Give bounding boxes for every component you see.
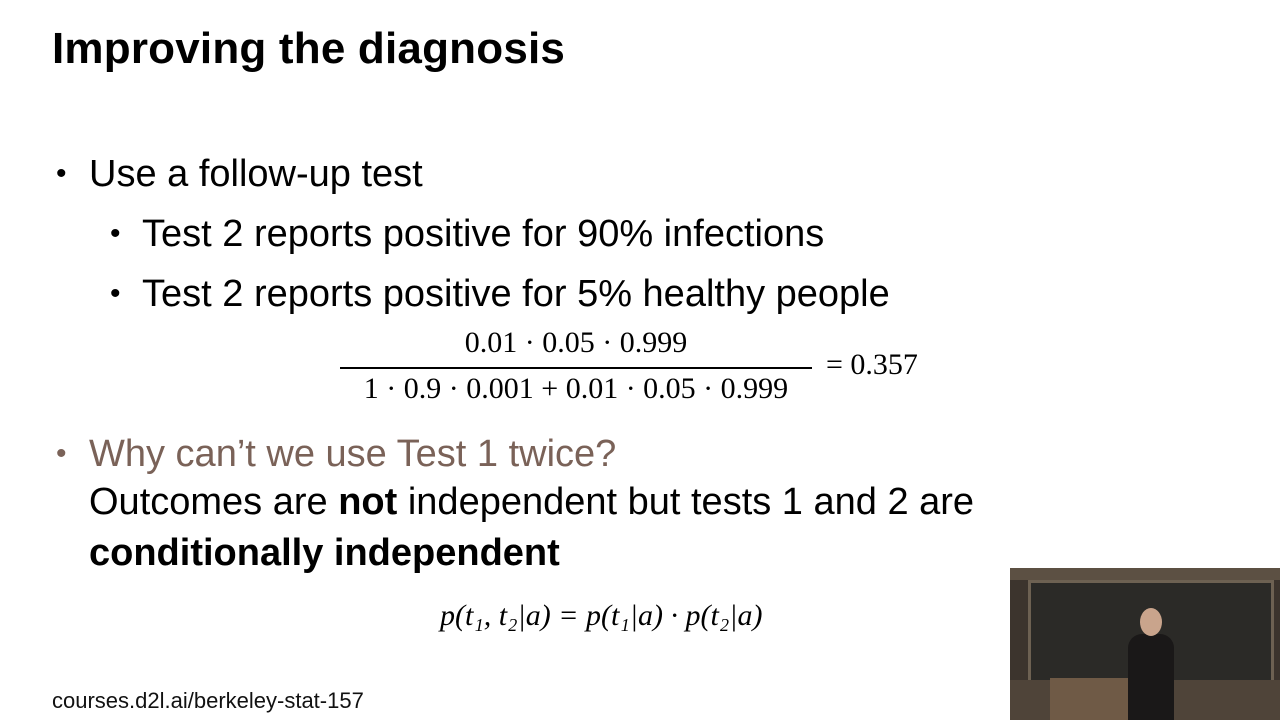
explanation-text: Outcomes are: [89, 481, 339, 523]
bullet-dot: •: [56, 157, 67, 190]
bullet-dot: •: [110, 217, 121, 250]
speaker-head: [1140, 608, 1162, 636]
slide-title: Improving the diagnosis: [52, 24, 566, 73]
equation-denominator: 1 · 0.9 · 0.001 + 0.01 · 0.05 · 0.999: [363, 372, 789, 405]
speaker-body: [1128, 634, 1174, 720]
speaker-video: [1010, 568, 1280, 720]
explanation-text: independent but tests 1 and 2 are: [397, 481, 975, 523]
course-url: courses.d2l.ai/berkeley-stat-157: [52, 688, 364, 713]
fraction-bar: [340, 367, 812, 369]
emphasis-conditionally-independent: conditionally independent: [89, 532, 560, 574]
bullet-dot: •: [110, 277, 121, 310]
sub-bullet-infections: Test 2 reports positive for 90% infectio…: [142, 213, 825, 255]
conditional-independence-equation: p(t₁, t₂|a) = p(t₁|a) · p(t₂|a): [440, 599, 763, 632]
bullet-question: Why can’t we use Test 1 twice?: [89, 433, 617, 475]
bullet-explanation-line: Outcomes are not independent but tests 1…: [89, 480, 974, 524]
bullet-follow-up-test: Use a follow-up test: [89, 153, 423, 195]
equation-result: = 0.357: [826, 348, 918, 381]
video-wall: [1010, 568, 1280, 580]
equation-numerator: 0.01 · 0.05 · 0.999: [464, 326, 688, 359]
emphasis-not: not: [338, 481, 398, 523]
bullet-dot: •: [56, 437, 67, 470]
sub-bullet-healthy: Test 2 reports positive for 5% healthy p…: [142, 273, 890, 315]
